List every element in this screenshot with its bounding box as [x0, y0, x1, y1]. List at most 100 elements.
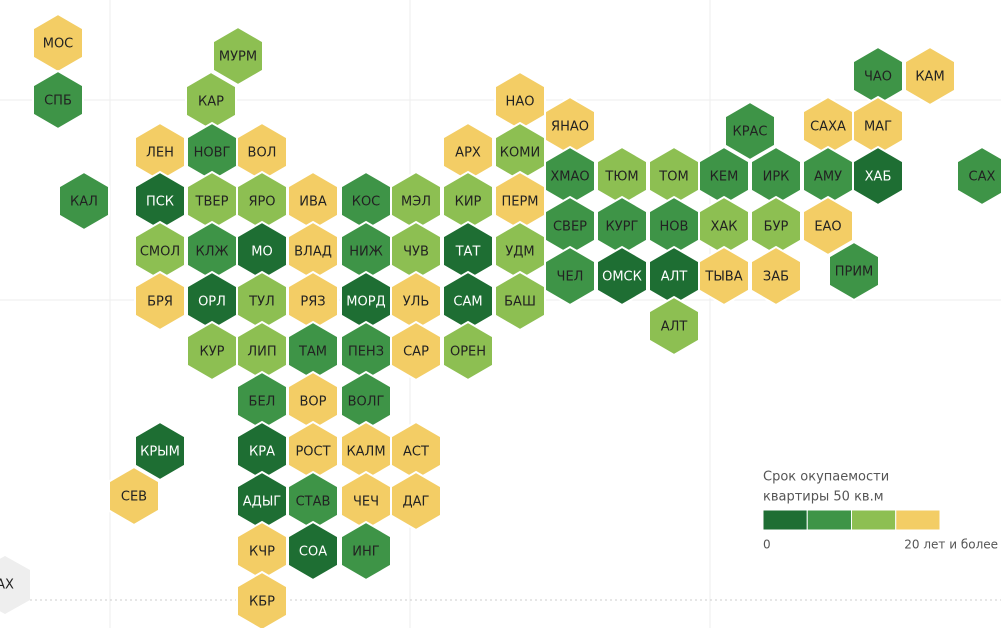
region-label: УДМ: [505, 245, 534, 260]
region-label: СОА: [299, 545, 327, 560]
legend: Срок окупаемости квартиры 50 кв.м 0 20 л…: [762, 470, 998, 552]
region-label: ЛИП: [247, 345, 276, 360]
region-label: СМОЛ: [140, 245, 180, 260]
legend-swatch: [851, 509, 897, 531]
region-hex: [904, 45, 956, 107]
legend-swatch: [762, 509, 808, 531]
region-label: БУР: [764, 220, 789, 235]
region-label: МЭЛ: [401, 195, 431, 210]
region-label: НОВГ: [194, 146, 231, 161]
region-label: АСТ: [403, 445, 429, 460]
region-hex: [698, 245, 750, 307]
region-label: САМ: [453, 295, 482, 310]
region-label: ЧЕЛ: [557, 270, 584, 285]
region-label: ДАГ: [403, 495, 430, 510]
region-label: СПБ: [44, 94, 72, 109]
region-label: НОВ: [660, 220, 689, 235]
region-label: БРЯ: [147, 295, 173, 310]
legend-max: 20 лет и более: [904, 538, 998, 552]
region-label: КИР: [455, 195, 482, 210]
region-label: НИЖ: [349, 245, 383, 260]
region-label: МО: [251, 245, 272, 260]
region-label: КУРГ: [606, 220, 639, 235]
region-label: РОСТ: [295, 445, 330, 460]
region-label: ВЛАД: [294, 245, 332, 260]
region-label: НАО: [506, 95, 535, 110]
legend-swatch: [806, 509, 852, 531]
region-label: ОРЛ: [198, 295, 226, 310]
region-hex: [134, 420, 186, 482]
region-label: ТАМ: [298, 345, 327, 360]
region-label: ЧАО: [864, 70, 892, 85]
region-hex: [390, 470, 442, 532]
region-hex: [58, 170, 110, 232]
region-label: КОС: [352, 195, 381, 210]
region-label: АРХ: [455, 146, 481, 161]
region-label: КОМИ: [500, 146, 540, 161]
region-label: ОРЕН: [450, 345, 486, 360]
region-label: СЕВ: [121, 490, 147, 505]
region-label: ИВА: [299, 195, 327, 210]
regions: МОС СПБ МУРМ КАР НАО ЧАО КАМ ЯНАО КРАС САХА МАГ ЛЕН…: [32, 12, 1001, 628]
region-label: МОС: [43, 37, 74, 52]
region-label: МАГ: [864, 120, 892, 135]
region-label: ТОМ: [658, 170, 688, 185]
region-label: ЧЕЧ: [353, 495, 379, 510]
region-hex: [724, 100, 776, 162]
region-label: МУРМ: [219, 50, 257, 65]
region-label: КАЛ: [70, 195, 98, 210]
region-hex: [287, 520, 339, 582]
region-hex: [134, 270, 186, 332]
region-label: САХ: [969, 170, 996, 185]
region-label: КУР: [200, 345, 225, 360]
region-hex: [648, 295, 700, 357]
legend-title: Срок окупаемости: [763, 470, 889, 485]
region-label: КРАС: [732, 125, 767, 140]
region-hex: [750, 245, 802, 307]
legend-title: квартиры 50 кв.м: [763, 490, 884, 505]
region-label: ПСК: [146, 195, 174, 210]
region-hex: [340, 520, 392, 582]
region-label: ЗАБ: [763, 270, 789, 285]
region-label: МОРД: [346, 295, 385, 310]
region-label: ТВЕР: [195, 195, 229, 210]
region-label: АЛТ: [661, 270, 688, 285]
region-label: ХАК: [710, 220, 737, 235]
region-label: КБР: [249, 595, 275, 610]
region-label: ЛЕН: [146, 146, 174, 161]
region-label: КЛЖ: [195, 245, 228, 260]
region-hex: [32, 69, 84, 131]
region-label: ТАТ: [455, 245, 481, 260]
inset-hex: [0, 556, 30, 614]
region-label: ХАБ: [865, 170, 892, 185]
region-label: УЛЬ: [403, 295, 430, 310]
region-hex: [828, 240, 880, 302]
legend-min: 0: [763, 538, 771, 552]
region-label: ОМСК: [602, 270, 642, 285]
region-hex: [852, 145, 904, 207]
region-label: АЛТ: [661, 320, 688, 335]
region-label: КАЛМ: [346, 445, 385, 460]
region-label: КРА: [249, 445, 275, 460]
region-label: КЕМ: [710, 170, 739, 185]
region-label: ТЫВА: [704, 270, 742, 285]
region-label: ВОЛ: [248, 146, 277, 161]
region-label: ТУЛ: [248, 295, 275, 310]
region-label: КРЫМ: [140, 445, 180, 460]
region-hex: [802, 195, 854, 257]
region-label: САР: [403, 345, 429, 360]
region-label: ИНГ: [352, 545, 380, 560]
region-label: САХА: [810, 120, 846, 135]
region-label: ТЮМ: [604, 170, 638, 185]
region-label: ЯРО: [248, 195, 275, 210]
region-hex: [544, 245, 596, 307]
region-label: КАМ: [915, 70, 944, 85]
region-hex: [596, 245, 648, 307]
region-label: АДЫГ: [243, 495, 282, 510]
region-label: АМУ: [814, 170, 842, 185]
region-label: СТАВ: [296, 495, 331, 510]
region-hex: [494, 270, 546, 332]
region-hex: [442, 320, 494, 382]
region-label: ПЕНЗ: [348, 345, 384, 360]
